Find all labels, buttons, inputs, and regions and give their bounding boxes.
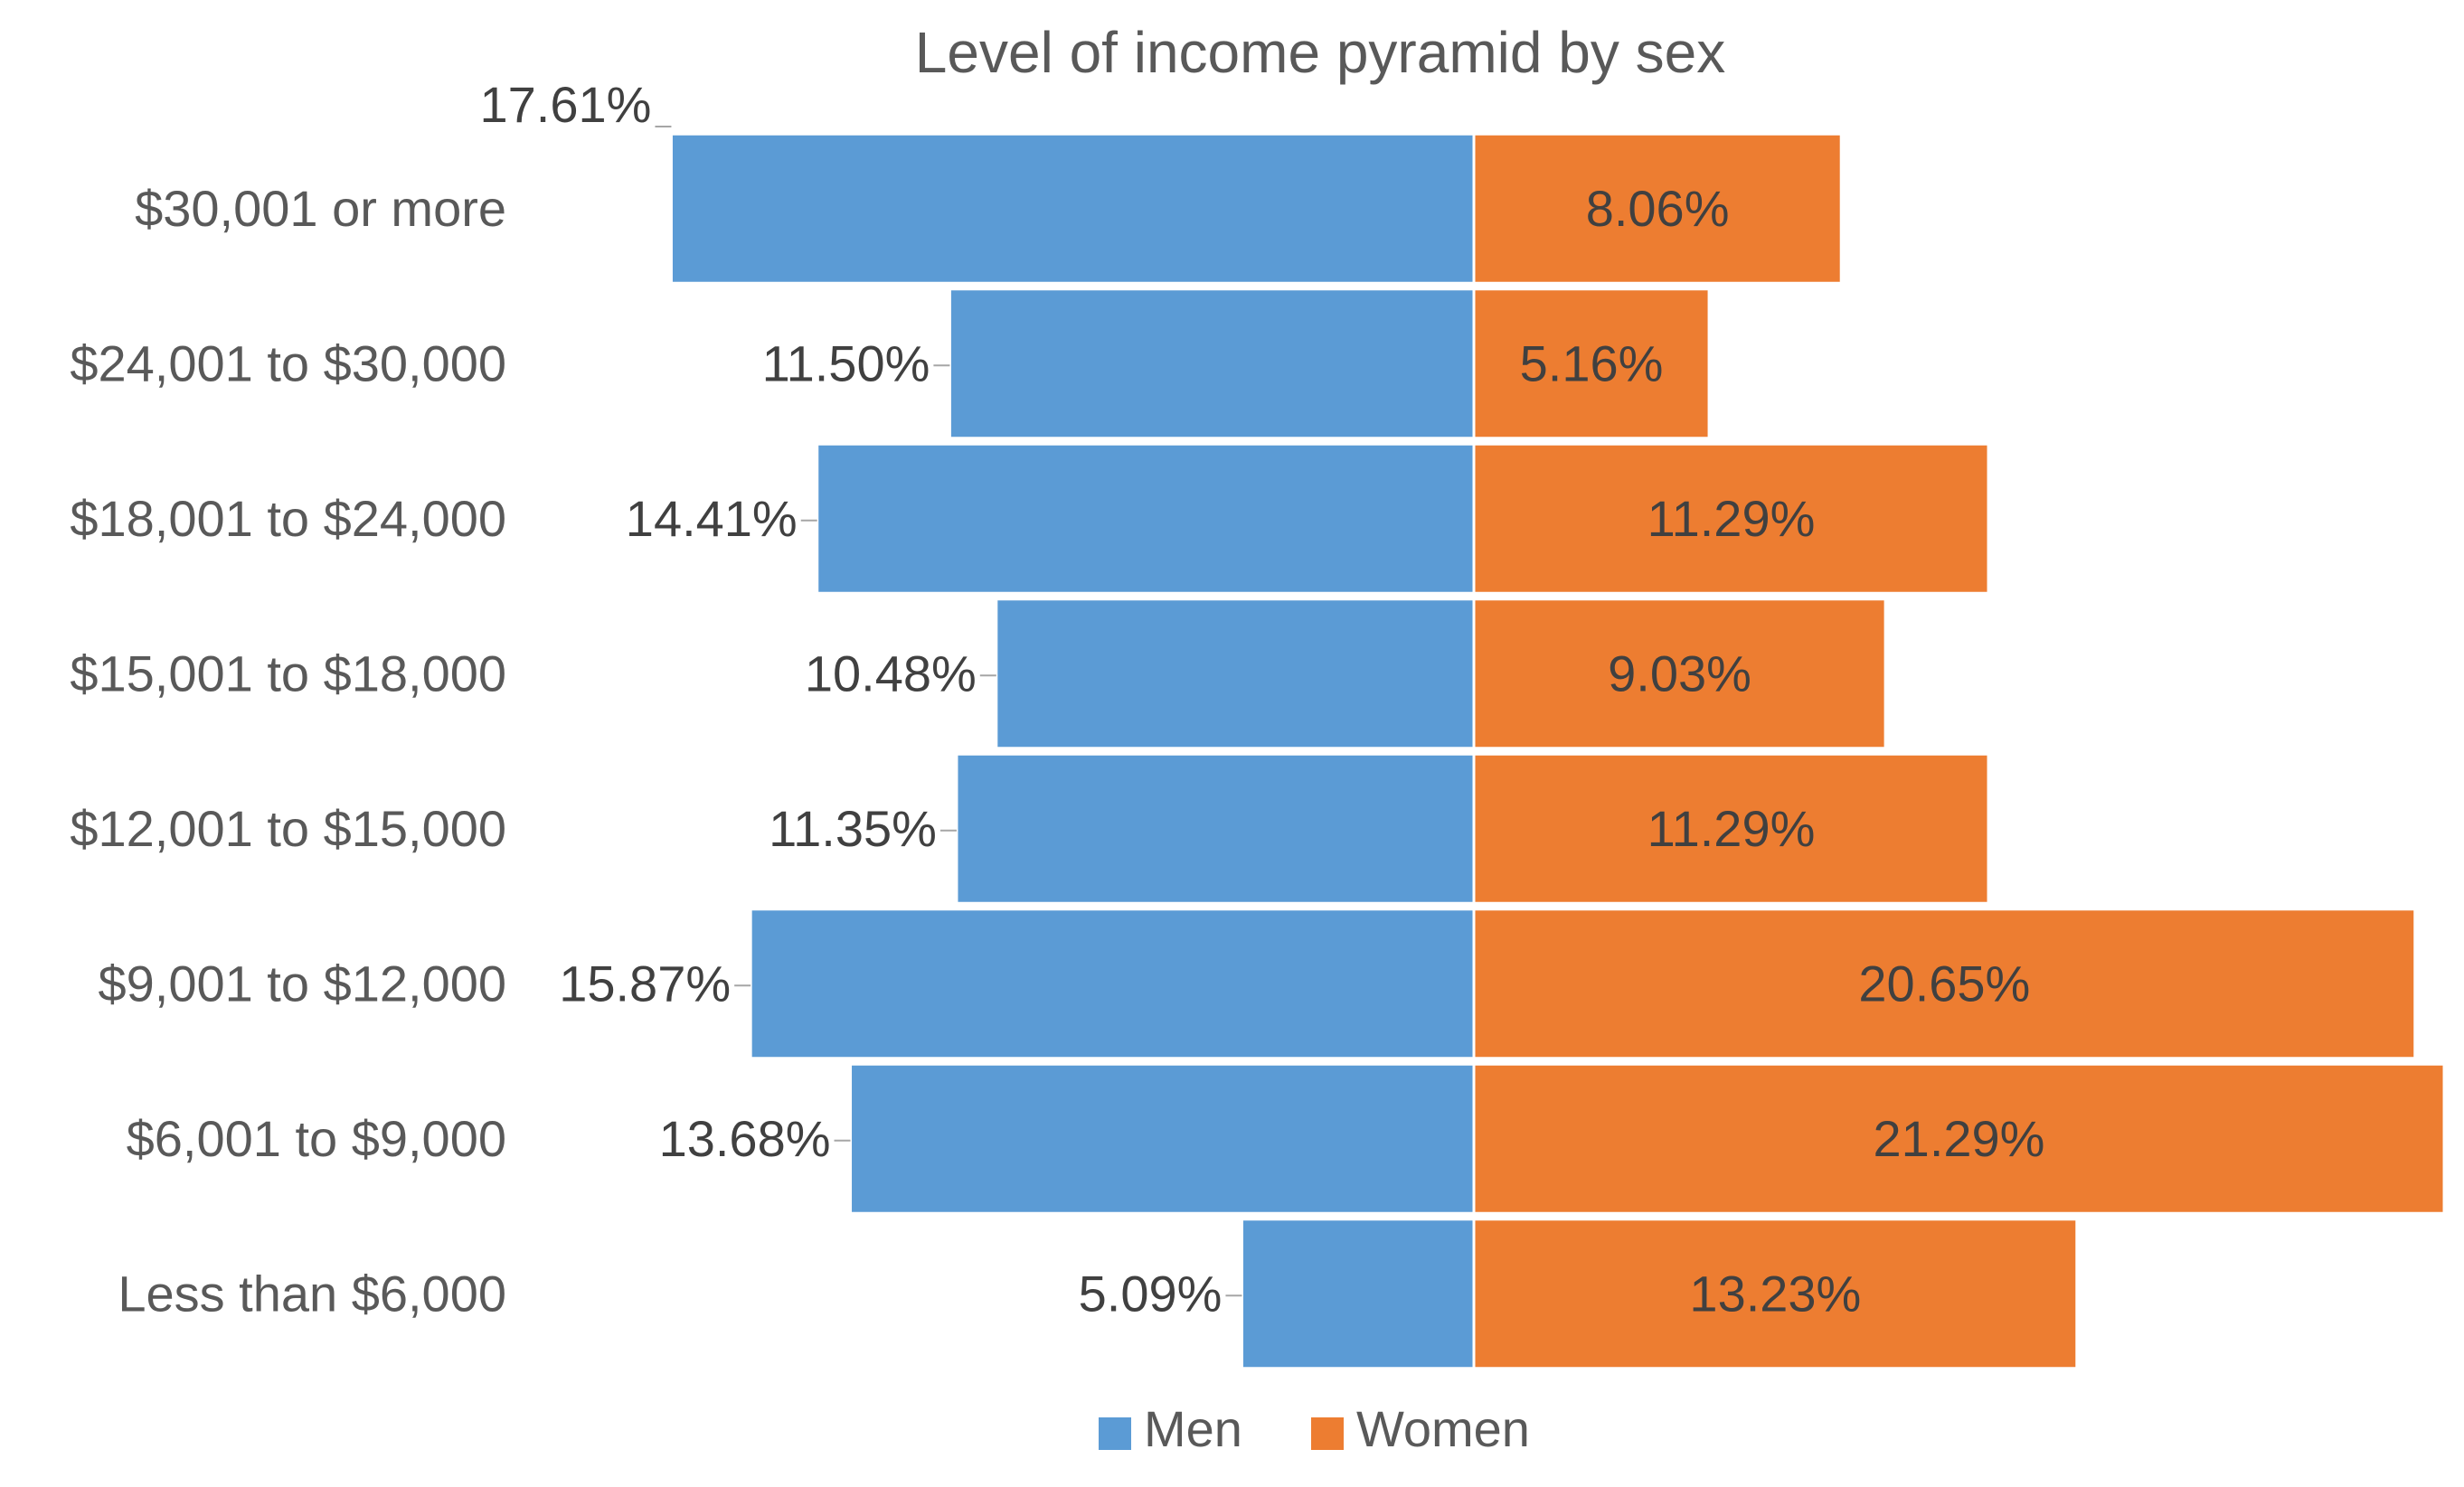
data-label-men: 13.68%: [659, 1110, 831, 1167]
bar-women: [1472, 1062, 2446, 1215]
data-label-men: 15.87%: [559, 955, 731, 1012]
bar-men: [1240, 1218, 1476, 1370]
data-label-women: 8.06%: [1586, 180, 1730, 237]
bar-men: [995, 598, 1476, 750]
category-label: $9,001 to $12,000: [98, 955, 506, 1012]
chart-title: Level of income pyramid by sex: [915, 20, 1725, 85]
bar-women: [1472, 1218, 2079, 1370]
bar-men: [816, 442, 1476, 595]
data-label-men: 14.41%: [626, 490, 798, 547]
bar-women: [1472, 752, 1990, 905]
category-label: $15,001 to $18,000: [70, 645, 506, 701]
category-label: $18,001 to $24,000: [70, 490, 506, 547]
data-label-men: 10.48%: [805, 645, 977, 701]
legend-swatch: [1099, 1417, 1131, 1450]
data-label-men: 11.35%: [769, 800, 937, 857]
bar-women: [1472, 598, 1887, 750]
bar-men: [749, 908, 1476, 1060]
category-label: $6,001 to $9,000: [127, 1110, 506, 1167]
legend-label: Men: [1144, 1400, 1242, 1457]
category-label: $30,001 or more: [135, 180, 506, 237]
data-label-women: 11.29%: [1647, 490, 1816, 547]
bar-women: [1472, 442, 1990, 595]
data-label-women: 20.65%: [1858, 955, 2030, 1012]
bar-women: [1472, 132, 1843, 285]
bar-men: [669, 132, 1476, 285]
bar-men: [955, 752, 1476, 905]
category-label: $24,001 to $30,000: [70, 334, 506, 391]
bar-men: [948, 287, 1476, 440]
legend-swatch: [1311, 1417, 1344, 1450]
data-label-women: 9.03%: [1608, 645, 1751, 701]
legend: Men Women: [1099, 1400, 1530, 1457]
category-label: Less than $6,000: [118, 1265, 506, 1322]
data-label-men: 17.61%: [480, 76, 652, 133]
data-label-women: 13.23%: [1689, 1265, 1861, 1322]
legend-item-men: Men: [1099, 1400, 1242, 1457]
data-label-women: 11.29%: [1647, 800, 1816, 857]
leader-lines-layer: [655, 126, 1242, 1297]
legend-label: Women: [1356, 1400, 1530, 1457]
data-label-women: 21.29%: [1874, 1110, 2045, 1167]
bars-layer: [669, 132, 2446, 1370]
data-label-women: 5.16%: [1520, 334, 1664, 391]
category-label: $12,001 to $15,000: [70, 800, 506, 857]
legend-item-women: Women: [1311, 1400, 1530, 1457]
bar-women: [1472, 908, 2417, 1060]
bar-women: [1472, 287, 1711, 440]
data-label-men: 11.50%: [762, 334, 930, 391]
labels-layer: $30,001 or more 17.61% 8.06% $24,001 to $30…: [70, 76, 2044, 1322]
data-label-men: 5.09%: [1079, 1265, 1223, 1322]
bar-men: [849, 1062, 1476, 1215]
